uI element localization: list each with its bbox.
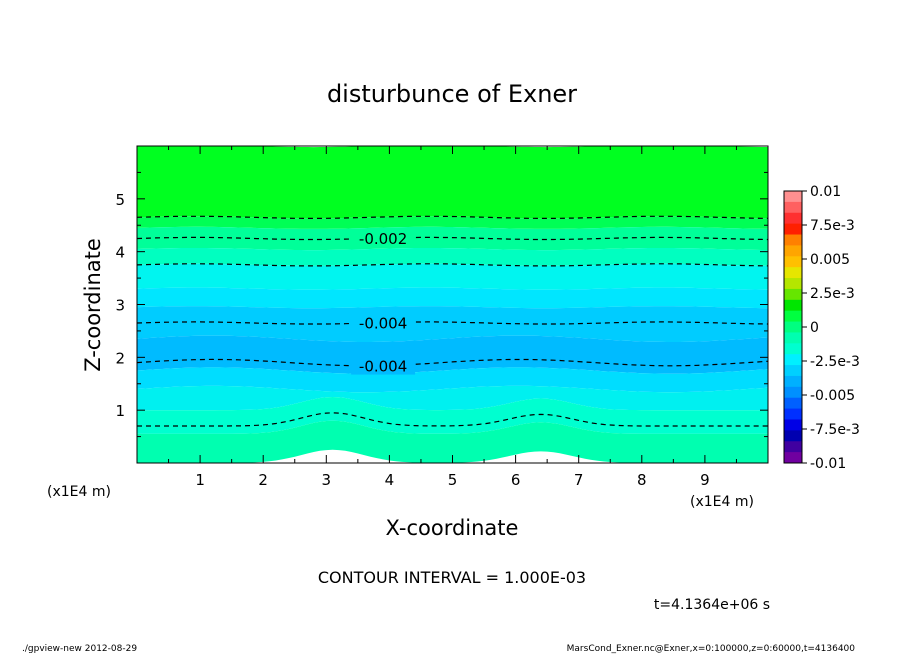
x-axis-label: X-coordinate: [386, 516, 519, 540]
colorbar-swatch: [784, 234, 802, 246]
colorbar-tick-label: -0.01: [810, 456, 846, 472]
contour-label: -0.004: [359, 358, 407, 376]
contour-line: [137, 321, 768, 325]
chart-title: disturbunce of Exner: [327, 80, 577, 108]
y-ticks: 1 2 3 4 5: [115, 145, 768, 464]
x-axis-unit: (x1E4 m): [690, 494, 754, 510]
colorbar-swatch: [784, 288, 802, 301]
contour-band: [137, 226, 768, 251]
colorbar-swatch: [784, 245, 802, 257]
contour-line: [137, 263, 768, 267]
contour-line: [137, 358, 768, 367]
footer-right: MarsCond_Exner.nc@Exner,x=0:100000,z=0:6…: [567, 644, 856, 654]
y-axis-unit: (x1E4 m): [47, 484, 111, 500]
contour-band: [137, 146, 768, 219]
contour-band: [137, 248, 768, 266]
y-tick-label: 5: [115, 191, 125, 209]
colorbar-swatch: [784, 397, 802, 410]
contour-bands: [137, 146, 768, 463]
x-tick-label: 8: [637, 471, 647, 489]
colorbar-tick-label: 7.5e-3: [810, 218, 855, 234]
contour-line: [137, 215, 768, 219]
colorbar-swatch: [784, 212, 802, 225]
contour-band: [137, 385, 768, 411]
colorbar-tick-label: -0.005: [810, 388, 855, 404]
colorbar-swatch: [784, 354, 802, 366]
contour-label-bg: [351, 229, 416, 248]
colorbar-swatch: [784, 408, 802, 420]
colorbar-swatch: [784, 191, 802, 203]
colorbar-swatch: [784, 375, 802, 388]
contour-band: [137, 367, 768, 393]
colorbar-tick-label: 0: [810, 320, 819, 336]
colorbar-tick-label: 0.005: [810, 252, 850, 268]
x-tick-label: 7: [574, 471, 584, 489]
colorbar-tick-label: -2.5e-3: [810, 354, 860, 370]
colorbar-swatch: [784, 332, 802, 344]
colorbar-swatch: [784, 430, 802, 442]
y-tick-label: 3: [115, 297, 125, 315]
colorbar-swatch: [784, 278, 802, 290]
contour-label-bg: [351, 356, 416, 375]
colorbar-swatch: [784, 267, 802, 279]
x-tick-label: 1: [195, 471, 205, 489]
y-tick-label: 2: [115, 349, 125, 367]
time-label: t=4.1364e+06 s: [654, 597, 770, 613]
footer-left: ./gpview-new 2012-08-29: [22, 644, 137, 654]
colorbar-swatch: [784, 201, 802, 214]
colorbar-swatch: [784, 321, 802, 333]
colorbar-tick-label: 0.01: [810, 184, 841, 200]
colorbar-swatch: [784, 223, 802, 236]
contour-lines: -0.002 -0.004 -0.004: [137, 215, 768, 427]
contour-band: [137, 263, 768, 290]
y-tick-label: 1: [115, 402, 125, 420]
colorbar-tick-label: -7.5e-3: [810, 422, 860, 438]
x-tick-label: 5: [448, 471, 458, 489]
x-tick-label: 6: [511, 471, 521, 489]
colorbar: 0.01 7.5e-3 0.005 2.5e-3 0 -2.5e-3 -0.005 -7.5e…: [783, 184, 860, 472]
x-ticks: 1 2 3 4 5 6 7 8 9: [136, 146, 769, 489]
colorbar-swatch: [784, 386, 802, 399]
x-tick-label: 9: [700, 471, 710, 489]
x-tick-label: 4: [385, 471, 395, 489]
x-tick-label: 2: [258, 471, 268, 489]
contour-interval: CONTOUR INTERVAL = 1.000E-03: [318, 568, 586, 587]
colorbar-swatch: [784, 365, 802, 377]
contour-band: [137, 287, 768, 309]
plot-area: -0.002 -0.004 -0.004 1 2 3 4 5 6 7 8 9 1 2 3 4 5: [115, 145, 769, 489]
colorbar-swatch: [784, 419, 802, 431]
colorbar-swatch: [784, 256, 802, 268]
colorbar-swatch: [784, 310, 802, 323]
contour-band: [137, 335, 768, 374]
contour-label: -0.004: [359, 315, 407, 333]
y-axis-label: Z-coordinate: [81, 238, 105, 372]
colorbar-swatch: [784, 441, 802, 453]
contour-line: [137, 236, 768, 241]
colorbar-swatch: [784, 343, 802, 355]
colorbar-tick-label: 2.5e-3: [810, 286, 855, 302]
contour-label: -0.002: [359, 230, 407, 248]
colorbar-swatch: [784, 452, 802, 464]
contour-label-bg: [351, 313, 416, 332]
contour-band: [137, 306, 768, 342]
contour-band: [137, 216, 768, 229]
colorbar-swatch: [784, 299, 802, 312]
contour-band: [137, 420, 768, 463]
y-tick-label: 4: [115, 244, 125, 262]
x-tick-label: 3: [322, 471, 332, 489]
contour-line: [137, 412, 768, 427]
